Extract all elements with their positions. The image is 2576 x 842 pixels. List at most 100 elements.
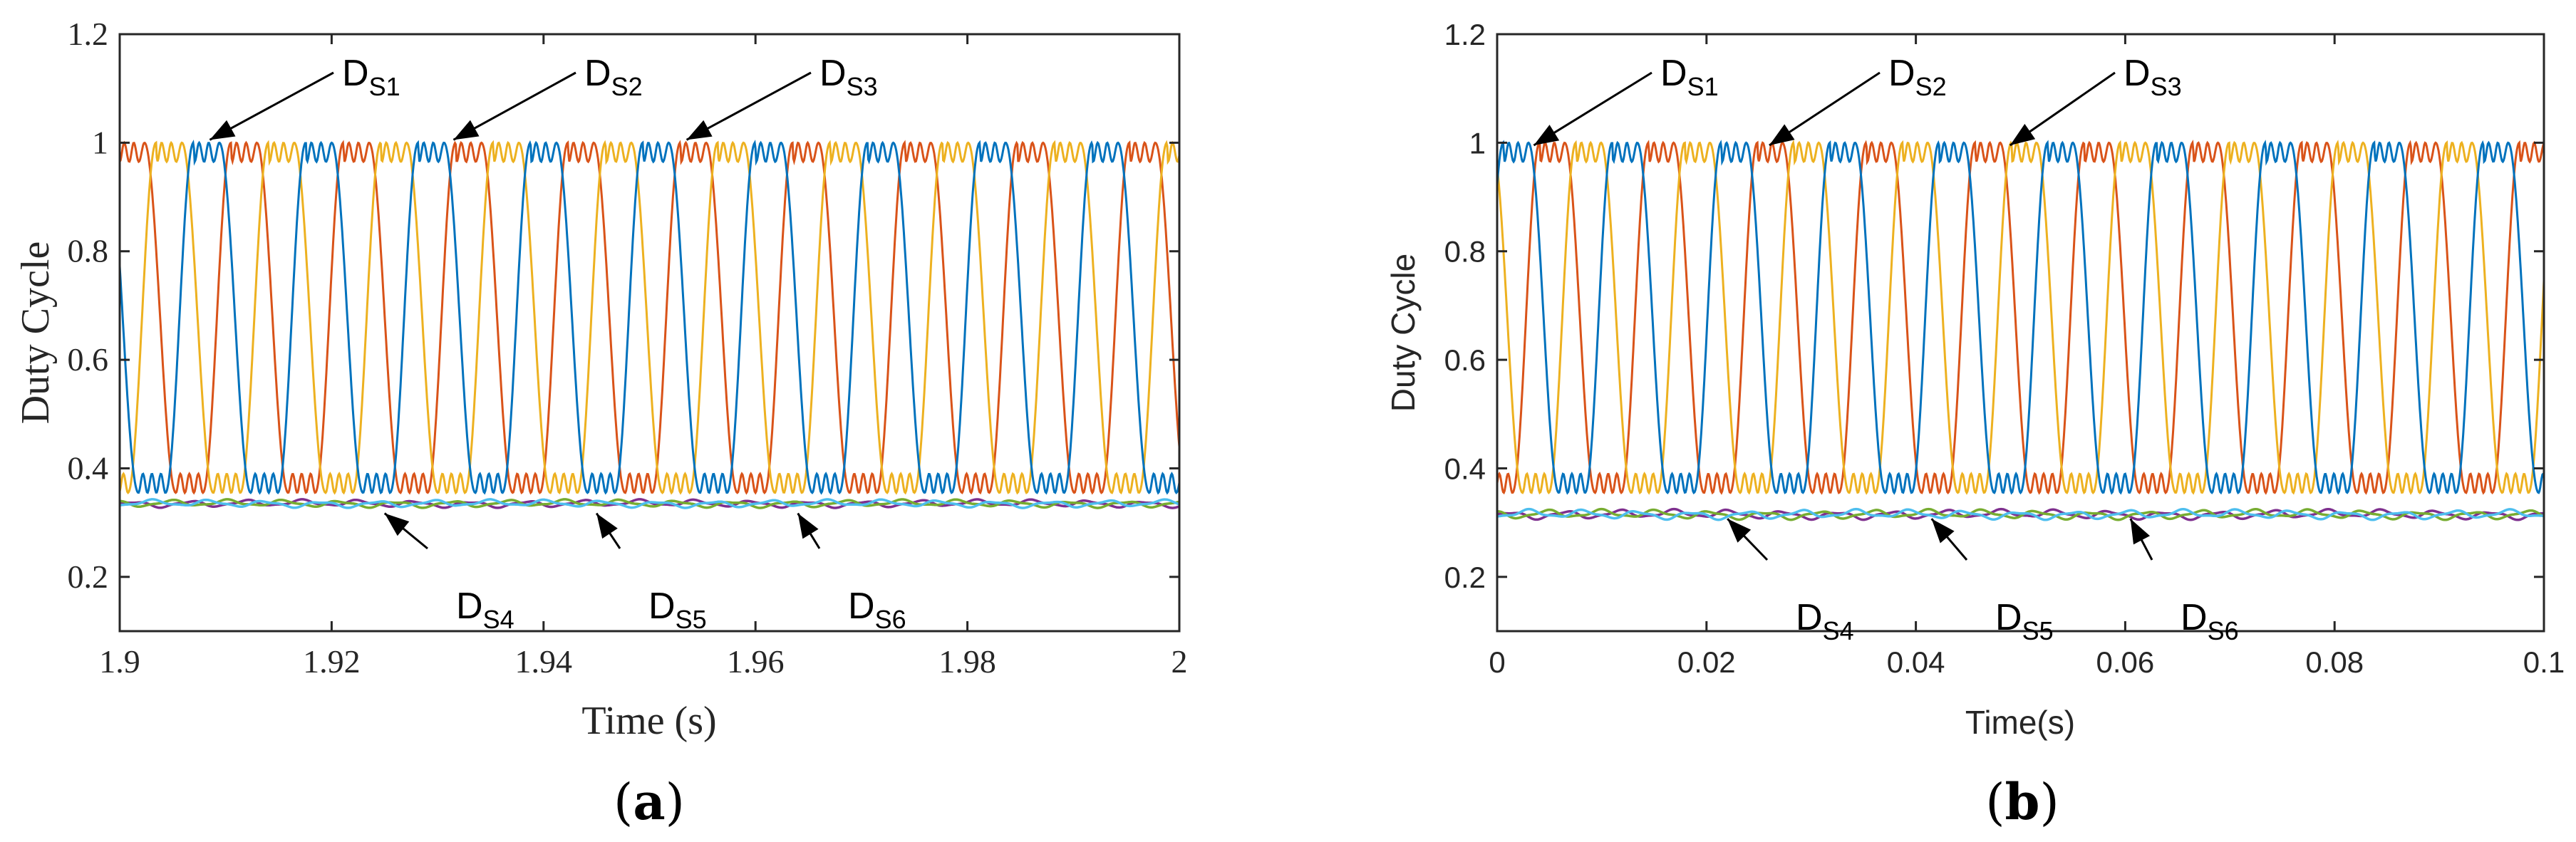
panel-b-x-tick-label: 0.06: [2096, 645, 2155, 679]
annotation-subscript: S4: [483, 605, 514, 634]
panel-b-arrowhead-d-s1: [1533, 125, 1560, 145]
panel-a-arrowhead-d-s6: [797, 513, 819, 539]
annotation-subscript: S5: [2022, 616, 2054, 645]
panel-b-series-line-d-s1: [1497, 140, 2544, 495]
annotation-main: D: [648, 586, 676, 627]
panel-a-ticks: 1.9 1.92 1.94 1.96 1.98 2 0.2 0.4 0.6 0.8 1 1.2: [68, 16, 1188, 680]
panel-b-arrowhead-d-s5: [1931, 519, 1955, 544]
panel-a-x-tick-label: 1.96: [727, 643, 785, 680]
annotation-subscript: S6: [875, 605, 906, 634]
panel-b-y-tick-label: 1.2: [1444, 18, 1486, 51]
panel-b-annotation-d-s5: DS5: [1995, 597, 2054, 645]
panel-a-y-tick-label: 0.2: [68, 558, 109, 595]
panel-b-annotation-d-s3: DS3: [2124, 53, 2182, 101]
annotation-subscript: S1: [1687, 72, 1719, 101]
panel-b-series-line-d-s6: [1497, 507, 2544, 521]
panel-b-y-tick-label: 0.6: [1444, 343, 1486, 377]
annotation-subscript: S1: [369, 72, 400, 101]
annotation-subscript: S2: [1915, 72, 1947, 101]
panel-b-plot-frame: [1496, 33, 2545, 633]
panel-a-arrowhead-d-s5: [596, 513, 618, 539]
annotation-subscript: S6: [2208, 616, 2239, 645]
chart-panel-b: 0 0.02 0.04 0.06 0.08 0.10.20.40.60.811.2 DS1…: [1385, 18, 2565, 831]
panel-b-x-axis-title: Time(s): [1965, 704, 2075, 741]
panel-b-annotation-d-s2: DS2: [1888, 53, 1947, 101]
annotation-main: D: [848, 586, 875, 627]
panel-a-series-line-d-s3: [120, 140, 1179, 495]
panel-b-y-tick-label: 0.4: [1444, 452, 1486, 485]
panel-a-x-tick-label: 1.9: [99, 643, 140, 680]
annotation-main: D: [1796, 597, 1823, 638]
panel-a-annotation-d-s2: DS2: [584, 53, 643, 101]
annotation-main: D: [1660, 53, 1687, 94]
annotation-main: D: [342, 53, 369, 94]
panel-a-arrowhead-d-s1: [210, 120, 236, 140]
panel-a-x-tick-label: 1.94: [515, 643, 573, 680]
panel-b-arrowhead-d-s2: [1769, 124, 1795, 145]
annotation-subscript: S5: [676, 605, 707, 634]
panel-b-series-line-d-s3: [1497, 140, 2544, 495]
panel-b-ticks: 0 0.02 0.04 0.06 0.08 0.1 0.2 0.4 0.6 0.8 1 1.2: [1444, 18, 2565, 679]
panel-b-annotation-d-s1: DS1: [1660, 53, 1719, 101]
panel-a-y-tick-label: 1: [92, 124, 108, 160]
panel-a-series-group: [120, 140, 1179, 509]
panel-a-x-tick-label: 1.98: [938, 643, 996, 680]
panel-a-series-line-d-s6: [120, 498, 1179, 509]
annotation-subscript: S3: [2151, 72, 2182, 101]
chart-panel-a: 1.9 1.92 1.94 1.96 1.98 20.20.40.60.811.2 DS1…: [14, 16, 1188, 831]
panel-a-annotation-d-s1: DS1: [342, 53, 400, 101]
annotation-main: D: [584, 53, 611, 94]
panel-b-arrowhead-d-s3: [2009, 123, 2036, 145]
panel-a-y-axis-title: Duty Cycle: [14, 241, 58, 425]
panel-a-annotation-d-s6: DS6: [848, 586, 906, 634]
panel-b-annotation-d-s6: DS6: [2181, 597, 2239, 645]
panel-b-annotation-d-s4: DS4: [1796, 597, 1854, 645]
panel-a-label: (a): [614, 772, 685, 831]
panel-b-label-letter: b: [2005, 772, 2040, 831]
panel-a-series-line-d-s1: [120, 140, 1179, 495]
annotation-main: D: [456, 586, 483, 627]
panel-b-series-line-d-s5: [1497, 507, 2544, 521]
annotation-main: D: [2181, 597, 2208, 638]
annotation-main: D: [1995, 597, 2022, 638]
panel-a-x-axis-title: Time (s): [581, 699, 716, 743]
panel-a-arrowhead-d-s4: [384, 513, 410, 536]
panel-a-x-tick-label: 1.92: [303, 643, 361, 680]
panel-a-arrowhead-d-s3: [686, 120, 713, 140]
panel-a-y-tick-label: 0.8: [68, 233, 109, 269]
annotation-subscript: S3: [847, 72, 878, 101]
panel-b-x-tick-label: 0.02: [1677, 645, 1736, 679]
panel-b-y-tick-label: 0.2: [1444, 561, 1486, 594]
annotation-main: D: [2124, 53, 2151, 94]
panel-a-arrowhead-d-s2: [453, 120, 480, 140]
panel-b-arrowhead-d-s4: [1727, 519, 1752, 543]
panel-a-annotation-d-s4: DS4: [456, 586, 514, 634]
panel-b-x-tick-label: 0.08: [2305, 645, 2364, 679]
panel-a-x-tick-label: 2: [1171, 643, 1188, 680]
panel-b-y-tick-label: 1: [1469, 126, 1486, 160]
panel-b-x-tick-label: 0.04: [1887, 645, 1945, 679]
panel-a-y-tick-label: 1.2: [68, 16, 109, 52]
panel-b-series-group: [1497, 139, 2544, 521]
panel-b-arrowhead-d-s6: [2130, 519, 2151, 545]
annotation-main: D: [819, 53, 847, 94]
panel-a-annotation-d-s3: DS3: [819, 53, 878, 101]
panel-b-x-tick-label: 0: [1489, 645, 1505, 679]
panel-b-x-tick-label: 0.1: [2523, 645, 2565, 679]
panel-b-y-axis-title: Duty Cycle: [1385, 254, 1422, 412]
annotation-main: D: [1888, 53, 1915, 94]
annotation-subscript: S2: [611, 72, 643, 101]
panel-a-series-line-d-s2: [120, 140, 1179, 495]
panel-a-label-letter: a: [633, 772, 665, 831]
annotation-subscript: S4: [1823, 616, 1854, 645]
panel-b-y-tick-label: 0.8: [1444, 235, 1486, 269]
panel-a-annotation-d-s5: DS5: [648, 586, 707, 634]
panel-a-y-tick-label: 0.6: [68, 341, 109, 378]
panel-a-y-tick-label: 0.4: [68, 449, 109, 486]
panel-a-plot-frame: [118, 33, 1181, 633]
panel-b-label: (b): [1985, 772, 2059, 831]
